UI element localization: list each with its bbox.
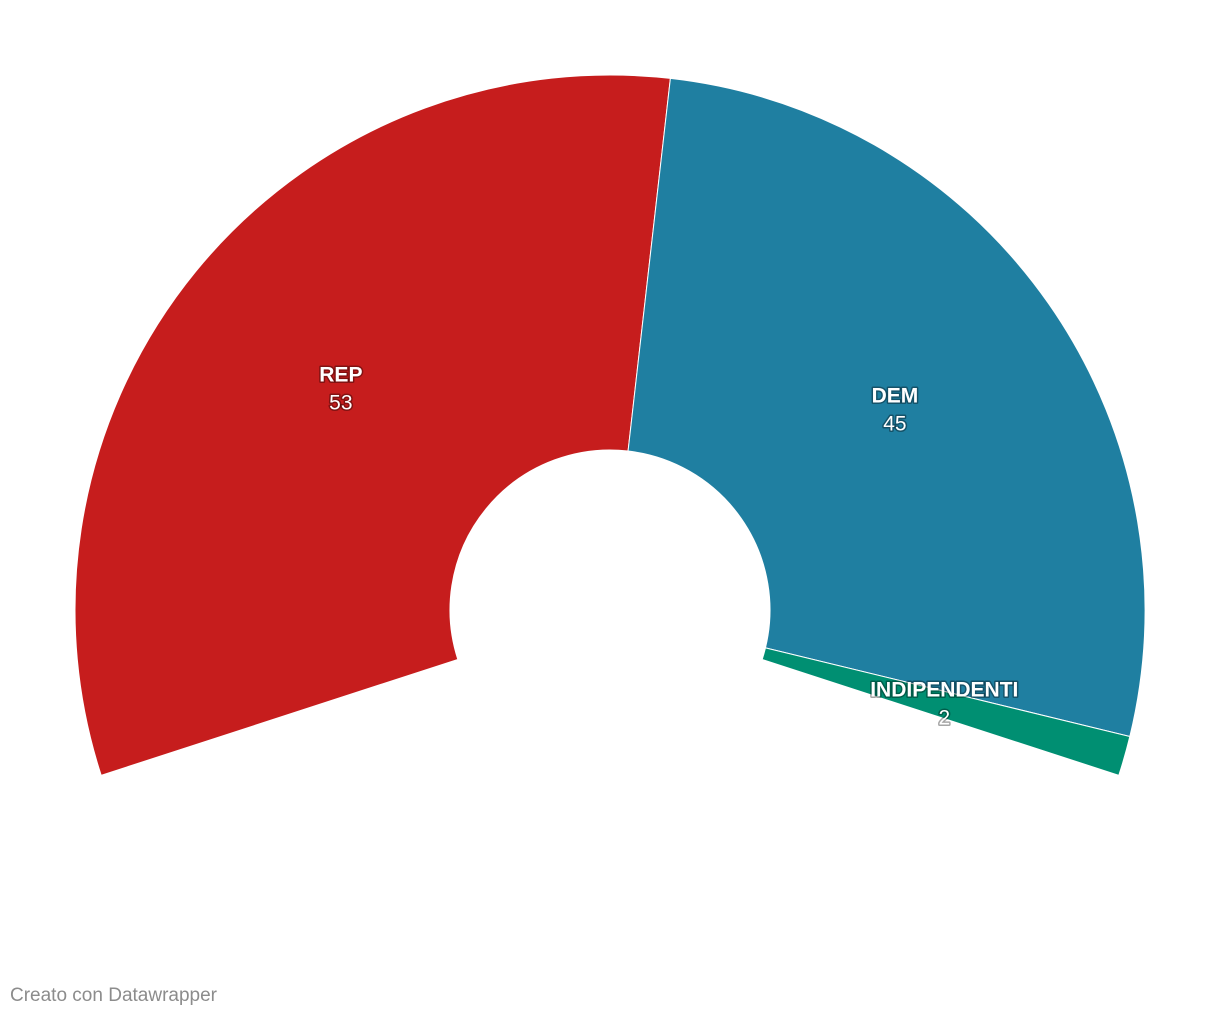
slice-value: 2	[938, 706, 950, 729]
slice	[627, 77, 1146, 738]
donut	[74, 74, 1146, 776]
slice	[761, 647, 1131, 776]
slice-name: DEM	[872, 385, 919, 408]
labels: REP 53 DEM 45 INDIPENDENTI 2	[318, 362, 1020, 731]
credit: Creato con Datawrapper	[10, 985, 218, 1006]
slice-name: INDIPENDENTI	[870, 678, 1018, 701]
slice	[74, 74, 671, 776]
slice-value: 45	[883, 413, 906, 436]
slice-value: 53	[329, 392, 352, 415]
slice-name: REP	[319, 364, 362, 387]
